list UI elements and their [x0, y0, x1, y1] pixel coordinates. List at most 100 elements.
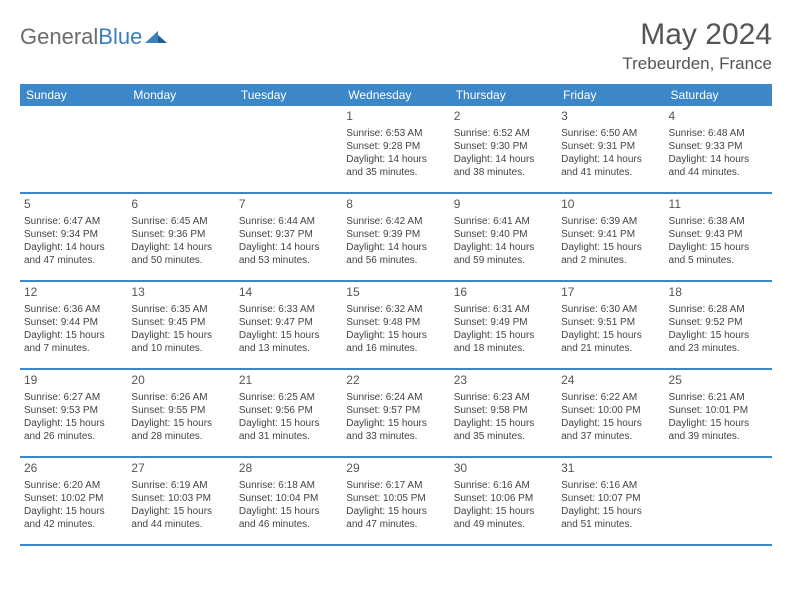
day-number: 10 [561, 197, 660, 213]
sunrise-line: Sunrise: 6:47 AM [24, 215, 123, 228]
daylight-line: Daylight: 14 hours and 53 minutes. [239, 241, 338, 267]
sunrise-line: Sunrise: 6:39 AM [561, 215, 660, 228]
calendar-day: 4 Sunrise: 6:48 AMSunset: 9:33 PMDaylight… [665, 106, 772, 192]
daylight-line: Daylight: 15 hours and 44 minutes. [131, 505, 230, 531]
daylight-line: Daylight: 15 hours and 16 minutes. [346, 329, 445, 355]
calendar-week: 26Sunrise: 6:20 AMSunset: 10:02 PMDaylig… [20, 458, 772, 546]
day-number: 26 [24, 461, 123, 477]
calendar-day: 3Sunrise: 6:50 AMSunset: 9:31 PMDaylight… [557, 106, 664, 192]
calendar-day: 15Sunrise: 6:32 AMSunset: 9:48 PMDayligh… [342, 282, 449, 368]
calendar-day: 26 Sunrise: 6:20 AMSunset: 10:02 PMDaylig… [20, 458, 127, 544]
sunset-line: Sunset: 9:49 PM [454, 316, 553, 329]
daylight-line: Daylight: 15 hours and 2 minutes. [561, 241, 660, 267]
daylight-line: Daylight: 14 hours and 44 minutes. [669, 153, 768, 179]
sunrise-line: Sunrise: 6:23 AM [454, 391, 553, 404]
calendar-day: 17Sunrise: 6:30 AMSunset: 9:51 PMDayligh… [557, 282, 664, 368]
sunset-line: Sunset: 10:03 PM [131, 492, 230, 505]
day-number: 6 [131, 197, 230, 213]
calendar-day: 21Sunrise: 6:25 AMSunset: 9:56 PMDayligh… [235, 370, 342, 456]
daylight-line: Daylight: 14 hours and 47 minutes. [24, 241, 123, 267]
sunrise-line: Sunrise: 6:28 AM [669, 303, 768, 316]
sunrise-line: Sunrise: 6:17 AM [346, 479, 445, 492]
calendar-day: 12Sunrise: 6:36 AMSunset: 9:44 PMDayligh… [20, 282, 127, 368]
sunrise-line: Sunrise: 6:52 AM [454, 127, 553, 140]
sunset-line: Sunset: 9:37 PM [239, 228, 338, 241]
sunrise-line: Sunrise: 6:50 AM [561, 127, 660, 140]
day-number: 12 [24, 285, 123, 301]
dow-header: Tuesday [235, 84, 342, 106]
calendar-day: 14Sunrise: 6:33 AMSunset: 9:47 PMDayligh… [235, 282, 342, 368]
day-number: 4 [669, 109, 768, 125]
daylight-line: Daylight: 14 hours and 35 minutes. [346, 153, 445, 179]
sunrise-line: Sunrise: 6:18 AM [239, 479, 338, 492]
sunset-line: Sunset: 9:51 PM [561, 316, 660, 329]
dow-row: SundayMondayTuesdayWednesdayThursdayFrid… [20, 84, 772, 106]
daylight-line: Daylight: 15 hours and 35 minutes. [454, 417, 553, 443]
day-number: 22 [346, 373, 445, 389]
daylight-line: Daylight: 15 hours and 23 minutes. [669, 329, 768, 355]
sunrise-line: Sunrise: 6:44 AM [239, 215, 338, 228]
day-number: 19 [24, 373, 123, 389]
dow-header: Thursday [450, 84, 557, 106]
location: Trebeurden, France [622, 54, 772, 74]
calendar-week: 19Sunrise: 6:27 AMSunset: 9:53 PMDayligh… [20, 370, 772, 458]
calendar-day: 7Sunrise: 6:44 AMSunset: 9:37 PMDaylight… [235, 194, 342, 280]
daylight-line: Daylight: 14 hours and 50 minutes. [131, 241, 230, 267]
sunrise-line: Sunrise: 6:35 AM [131, 303, 230, 316]
day-number: 16 [454, 285, 553, 301]
calendar-day: 13Sunrise: 6:35 AMSunset: 9:45 PMDayligh… [127, 282, 234, 368]
day-number: 17 [561, 285, 660, 301]
daylight-line: Daylight: 14 hours and 41 minutes. [561, 153, 660, 179]
daylight-line: Daylight: 15 hours and 31 minutes. [239, 417, 338, 443]
sunset-line: Sunset: 9:33 PM [669, 140, 768, 153]
sunset-line: Sunset: 10:02 PM [24, 492, 123, 505]
daylight-line: Daylight: 14 hours and 56 minutes. [346, 241, 445, 267]
sunrise-line: Sunrise: 6:32 AM [346, 303, 445, 316]
sunset-line: Sunset: 9:53 PM [24, 404, 123, 417]
day-number: 25 [669, 373, 768, 389]
calendar-day: 8Sunrise: 6:42 AMSunset: 9:39 PMDaylight… [342, 194, 449, 280]
calendar-day: 11Sunrise: 6:38 AMSunset: 9:43 PMDayligh… [665, 194, 772, 280]
calendar-day: 19Sunrise: 6:27 AMSunset: 9:53 PMDayligh… [20, 370, 127, 456]
calendar-day: 31Sunrise: 6:16 AMSunset: 10:07 PMDaylig… [557, 458, 664, 544]
day-number: 1 [346, 109, 445, 125]
daylight-line: Daylight: 15 hours and 7 minutes. [24, 329, 123, 355]
daylight-line: Daylight: 14 hours and 38 minutes. [454, 153, 553, 179]
daylight-line: Daylight: 15 hours and 10 minutes. [131, 329, 230, 355]
calendar-week: 5Sunrise: 6:47 AMSunset: 9:34 PMDaylight… [20, 194, 772, 282]
sunset-line: Sunset: 10:04 PM [239, 492, 338, 505]
calendar-empty [127, 106, 234, 192]
sunrise-line: Sunrise: 6:36 AM [24, 303, 123, 316]
calendar-empty [20, 106, 127, 192]
sunrise-line: Sunrise: 6:25 AM [239, 391, 338, 404]
daylight-line: Daylight: 15 hours and 47 minutes. [346, 505, 445, 531]
day-number: 23 [454, 373, 553, 389]
calendar-empty [235, 106, 342, 192]
daylight-line: Daylight: 15 hours and 5 minutes. [669, 241, 768, 267]
daylight-line: Daylight: 15 hours and 28 minutes. [131, 417, 230, 443]
calendar-day: 2Sunrise: 6:52 AMSunset: 9:30 PMDaylight… [450, 106, 557, 192]
sunrise-line: Sunrise: 6:45 AM [131, 215, 230, 228]
calendar-day: 9Sunrise: 6:41 AMSunset: 9:40 PMDaylight… [450, 194, 557, 280]
calendar-day: 1Sunrise: 6:53 AMSunset: 9:28 PMDaylight… [342, 106, 449, 192]
daylight-line: Daylight: 15 hours and 51 minutes. [561, 505, 660, 531]
calendar-day: 10Sunrise: 6:39 AMSunset: 9:41 PMDayligh… [557, 194, 664, 280]
daylight-line: Daylight: 15 hours and 49 minutes. [454, 505, 553, 531]
daylight-line: Daylight: 15 hours and 33 minutes. [346, 417, 445, 443]
sunset-line: Sunset: 10:06 PM [454, 492, 553, 505]
day-number: 20 [131, 373, 230, 389]
calendar-day: 25Sunrise: 6:21 AMSunset: 10:01 PMDaylig… [665, 370, 772, 456]
day-number: 31 [561, 461, 660, 477]
sunrise-line: Sunrise: 6:16 AM [454, 479, 553, 492]
day-number: 9 [454, 197, 553, 213]
sunrise-line: Sunrise: 6:20 AM [24, 479, 123, 492]
daylight-line: Daylight: 15 hours and 13 minutes. [239, 329, 338, 355]
daylight-line: Daylight: 15 hours and 42 minutes. [24, 505, 123, 531]
sunset-line: Sunset: 9:56 PM [239, 404, 338, 417]
calendar-day: 28Sunrise: 6:18 AMSunset: 10:04 PMDaylig… [235, 458, 342, 544]
sunset-line: Sunset: 9:34 PM [24, 228, 123, 241]
sunrise-line: Sunrise: 6:48 AM [669, 127, 768, 140]
sunrise-line: Sunrise: 6:21 AM [669, 391, 768, 404]
sunrise-line: Sunrise: 6:19 AM [131, 479, 230, 492]
brand-logo: GeneralBlue [20, 18, 167, 50]
